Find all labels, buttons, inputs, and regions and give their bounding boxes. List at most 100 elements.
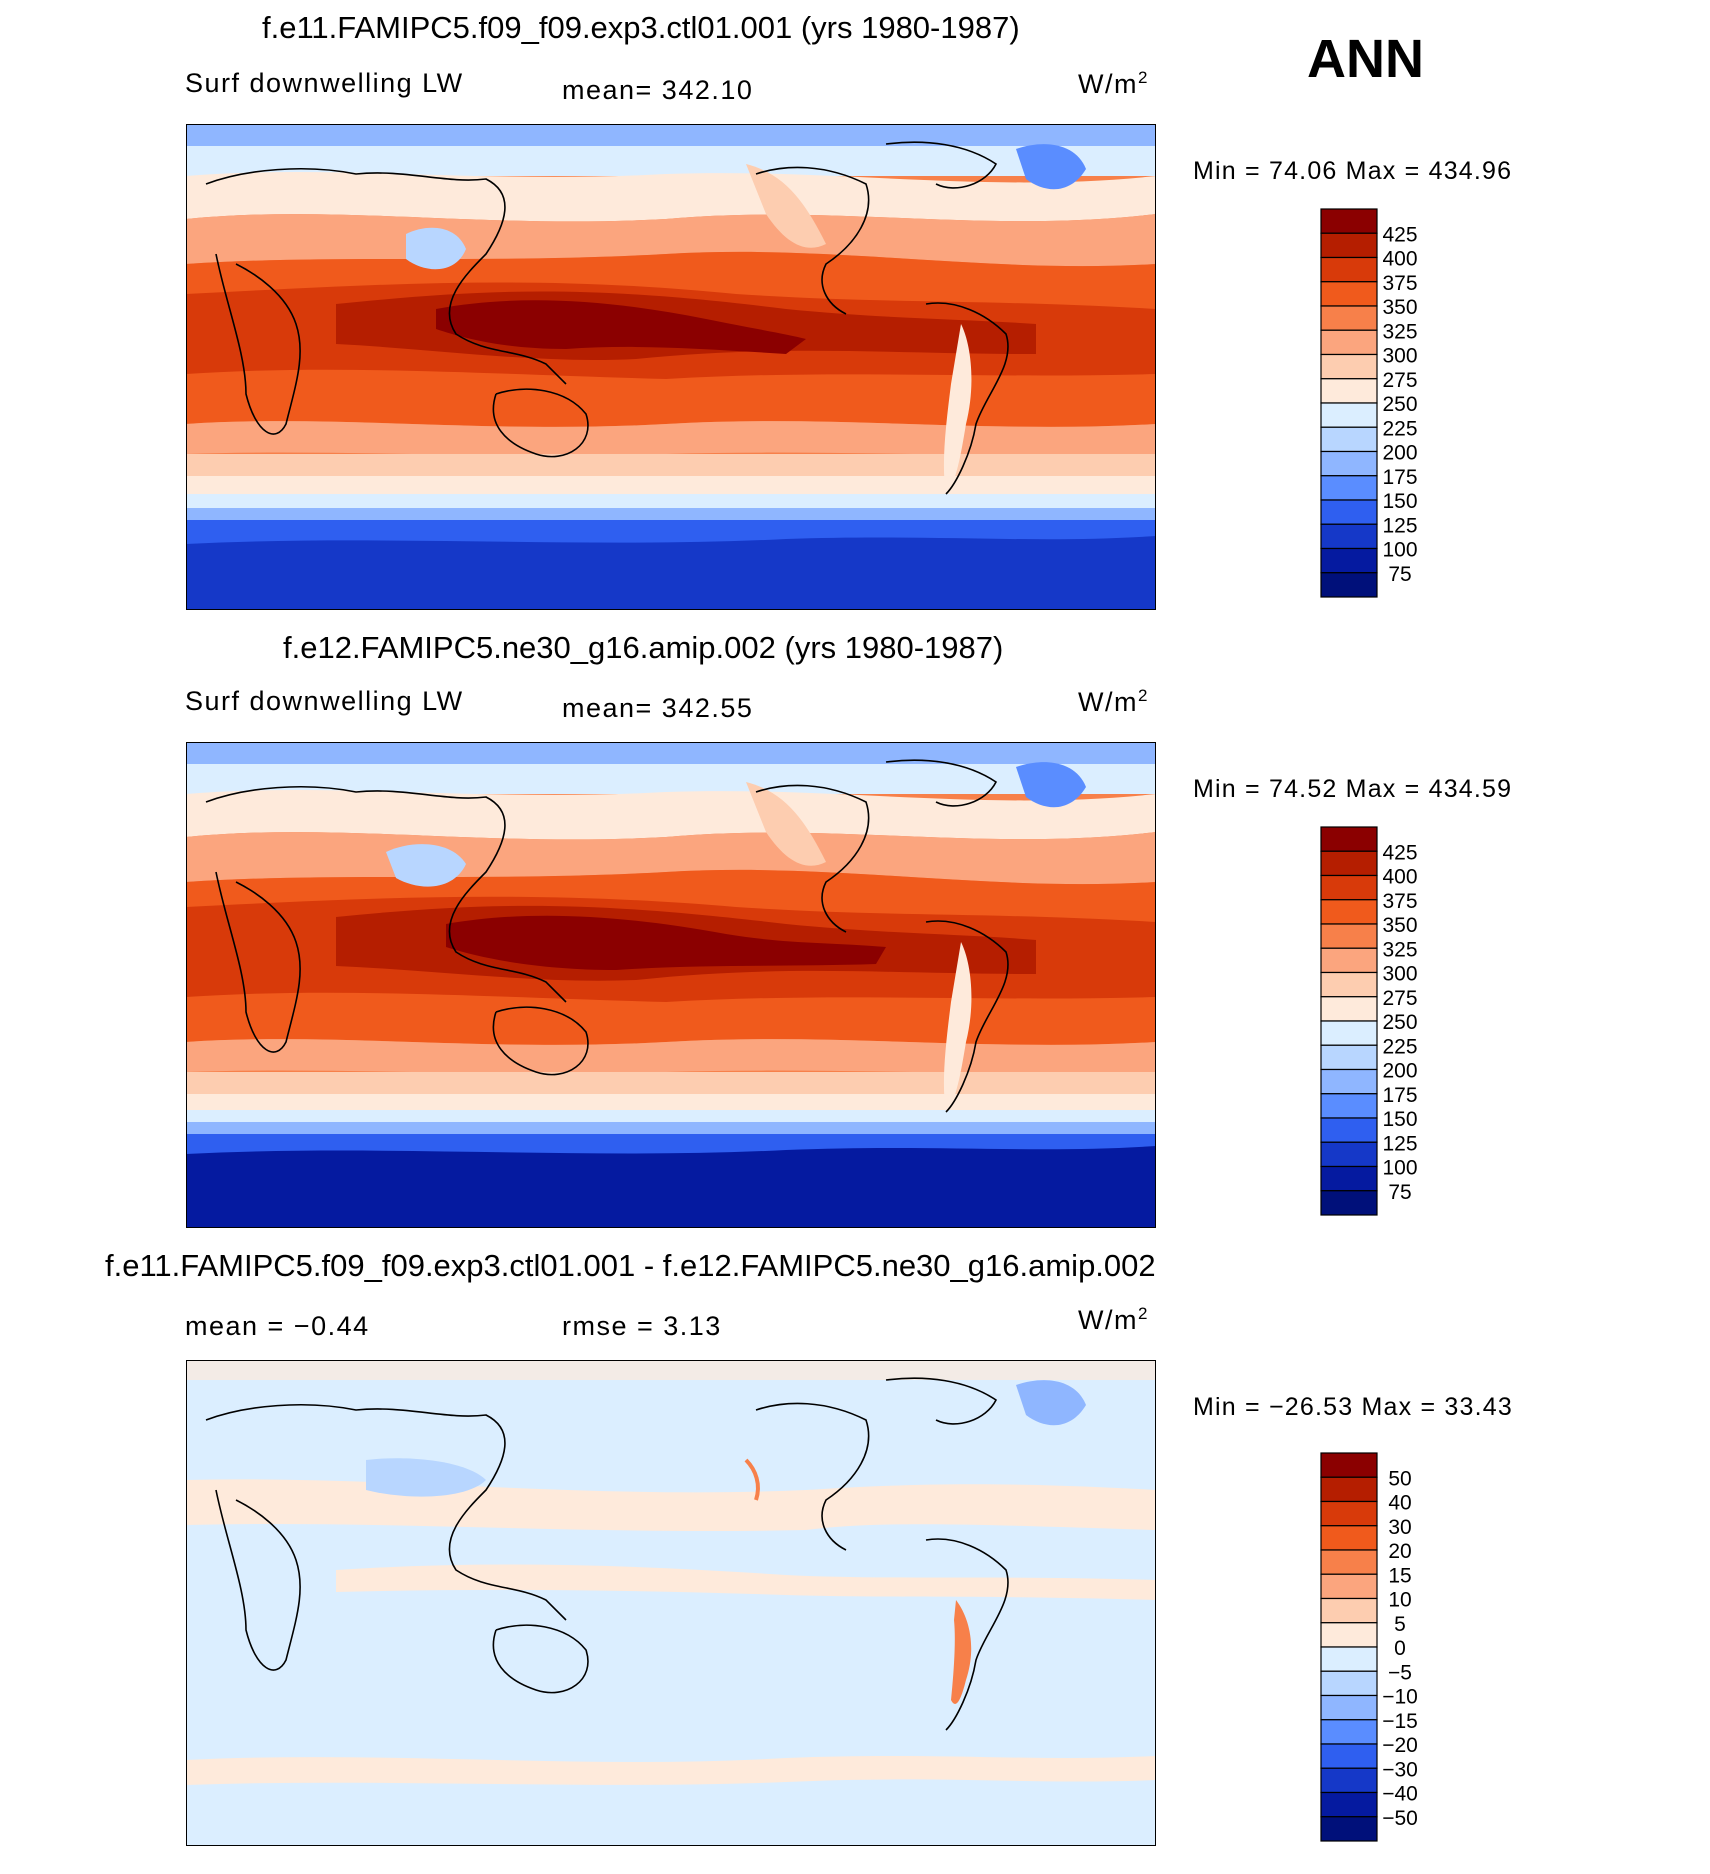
band-arctic [186, 742, 1156, 764]
colorbar-label: 425 [1382, 223, 1417, 246]
colorbar-box [1320, 996, 1378, 1022]
band-subantarctic [186, 494, 1156, 508]
colorbar-box [1320, 1694, 1378, 1721]
colorbar-box [1320, 305, 1378, 331]
colorbar-box [1320, 281, 1378, 307]
colorbar-box [1320, 1549, 1378, 1575]
panel3-rmse: rmse = 3.13 [562, 1311, 722, 1341]
colorbar-label: 350 [1382, 914, 1417, 937]
andes-anomaly [951, 1600, 972, 1704]
panel3-minmax: Min = −26.53 Max = 33.43 [1193, 1393, 1513, 1421]
colorbar-box [1320, 353, 1378, 380]
coastlines [205, 759, 1009, 1113]
colorbar-box [1320, 1117, 1378, 1143]
colorbar-label: 325 [1382, 938, 1417, 961]
colorbar-box [1320, 1719, 1378, 1745]
colorbar-box [1320, 971, 1378, 998]
colorbar-label: 20 [1388, 1540, 1411, 1563]
colorbar-label: 275 [1382, 369, 1417, 392]
colorbar-label: 200 [1382, 442, 1417, 465]
band-antarctic-edge [186, 1122, 1156, 1134]
colorbar-label: 150 [1382, 1108, 1417, 1131]
colorbar-box [1320, 547, 1378, 574]
colorbar-box [1320, 450, 1378, 477]
colorbar-label: 40 [1388, 1492, 1411, 1515]
panel1-map [186, 124, 1156, 610]
rockies-anomaly [744, 1458, 760, 1501]
band-south-positive [186, 1756, 1156, 1785]
greenland-anomaly [1016, 1380, 1086, 1426]
band-warm-core [436, 300, 806, 354]
band-warm-core [446, 915, 886, 970]
colorbar-box [1320, 1743, 1378, 1769]
colorbar-box [1320, 1068, 1378, 1095]
colorbar-label: 200 [1382, 1060, 1417, 1083]
tibet-plateau [406, 227, 466, 270]
colorbar-box [1320, 572, 1378, 598]
colorbar-labels: 4254003753503253002752502252001751501251… [1382, 223, 1417, 586]
band-antarctic-inner [186, 1146, 1156, 1228]
colorbar-boxes [1320, 1452, 1378, 1842]
colorbar-label: 400 [1382, 866, 1417, 889]
colorbar-label: 125 [1382, 1132, 1417, 1155]
panel1-title: f.e11.FAMIPC5.f09_f09.exp3.ctl01.001 (yr… [262, 10, 1020, 45]
andes [943, 942, 972, 1112]
rockies [746, 164, 826, 248]
colorbar-label: −5 [1388, 1661, 1412, 1684]
colorbar-label: 375 [1382, 890, 1417, 913]
colorbar-label: 250 [1382, 393, 1417, 416]
band-south-temperate [186, 1039, 1156, 1074]
panel1-colorbar: 4254003753503253002752502252001751501251… [1320, 208, 1418, 598]
colorbar-label: −40 [1382, 1783, 1418, 1806]
colorbar-box [1320, 1646, 1378, 1672]
colorbar-label: 175 [1382, 466, 1417, 489]
colorbar-box [1320, 232, 1378, 259]
colorbar-label: 125 [1382, 514, 1417, 537]
colorbar-box [1320, 899, 1378, 925]
band-north-mid [186, 790, 1156, 840]
panel2-title: f.e12.FAMIPC5.ne30_g16.amip.002 (yrs 198… [283, 630, 1004, 665]
colorbar-label: 150 [1382, 490, 1417, 513]
colorbar-box [1320, 256, 1378, 283]
colorbar-label: 275 [1382, 987, 1417, 1010]
colorbar-box [1320, 1767, 1378, 1794]
colorbar-box [1320, 826, 1378, 852]
colorbar-label: 30 [1388, 1516, 1411, 1539]
colorbar-label: −50 [1382, 1807, 1418, 1830]
colorbar-box [1320, 947, 1378, 974]
panel3-map [186, 1360, 1156, 1846]
season-label: ANN [1307, 29, 1424, 89]
panel2-mean: mean= 342.55 [562, 693, 754, 723]
coastlines [205, 141, 1009, 495]
colorbar-label: 225 [1382, 417, 1417, 440]
colorbar-box [1320, 1670, 1378, 1697]
panel2-variable: Surf downwelling LW [185, 686, 464, 716]
colorbar-label: −30 [1382, 1758, 1418, 1781]
panel1-minmax: Min = 74.06 Max = 434.96 [1193, 157, 1513, 185]
colorbar-label: 375 [1382, 272, 1417, 295]
panel1-mean: mean= 342.10 [562, 75, 754, 105]
panel1-variable: Surf downwelling LW [185, 68, 464, 98]
colorbar-labels: 4254003753503253002752502252001751501251… [1382, 841, 1417, 1204]
panel2-units: W/m2 [1078, 686, 1149, 717]
colorbar-box [1320, 874, 1378, 901]
panel2-minmax: Min = 74.52 Max = 434.59 [1193, 775, 1513, 803]
colorbar-label: 225 [1382, 1035, 1417, 1058]
band-south-mid [186, 454, 1156, 476]
colorbar-label: −10 [1382, 1686, 1418, 1709]
colorbar-box [1320, 1020, 1378, 1046]
colorbar-box [1320, 208, 1378, 234]
band-arctic-edge [186, 1360, 1156, 1380]
band-south-cool [186, 476, 1156, 494]
colorbar-box [1320, 1622, 1378, 1648]
colorbar-label: 250 [1382, 1011, 1417, 1034]
colorbar-label: 300 [1382, 963, 1417, 986]
colorbar-label: 0 [1394, 1637, 1406, 1660]
band-south-cool [186, 1094, 1156, 1110]
colorbar-box [1320, 475, 1378, 501]
colorbar-label: −15 [1382, 1710, 1418, 1733]
colorbar-label: 325 [1382, 320, 1417, 343]
colorbar-label: 425 [1382, 841, 1417, 864]
greenland [1016, 762, 1086, 808]
